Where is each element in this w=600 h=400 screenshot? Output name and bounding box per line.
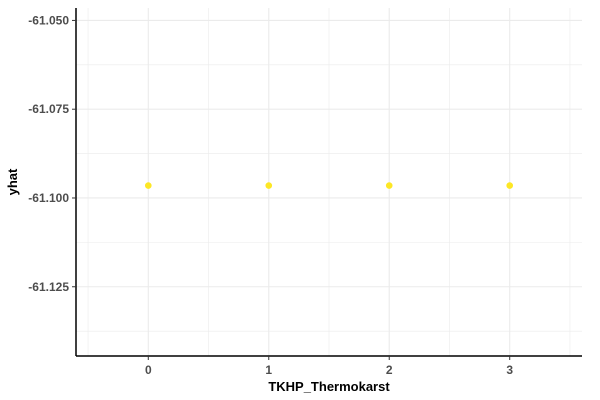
y-tick-label: -61.100	[28, 191, 69, 205]
y-tick-label: -61.125	[28, 280, 69, 294]
minor-gridlines	[76, 8, 582, 356]
data-point	[506, 182, 514, 189]
x-tick-label: 2	[386, 363, 393, 377]
major-gridlines	[76, 8, 582, 356]
y-tick-labels: -61.050 -61.075 -61.100 -61.125	[28, 13, 76, 294]
x-tick-labels: 0 1 2 3	[145, 356, 513, 377]
data-point	[144, 182, 152, 189]
y-tick-label: -61.050	[28, 13, 69, 27]
x-tick-label: 1	[265, 363, 272, 377]
axes	[75, 8, 582, 357]
x-tick-label: 0	[145, 363, 152, 377]
y-tick-label: -61.075	[28, 102, 69, 116]
x-axis-title: TKHP_Thermokarst	[268, 379, 390, 394]
data-point	[385, 182, 393, 189]
data-points	[144, 182, 514, 189]
y-axis-title: yhat	[5, 168, 20, 195]
x-tick-label: 3	[506, 363, 513, 377]
data-point	[265, 182, 273, 189]
